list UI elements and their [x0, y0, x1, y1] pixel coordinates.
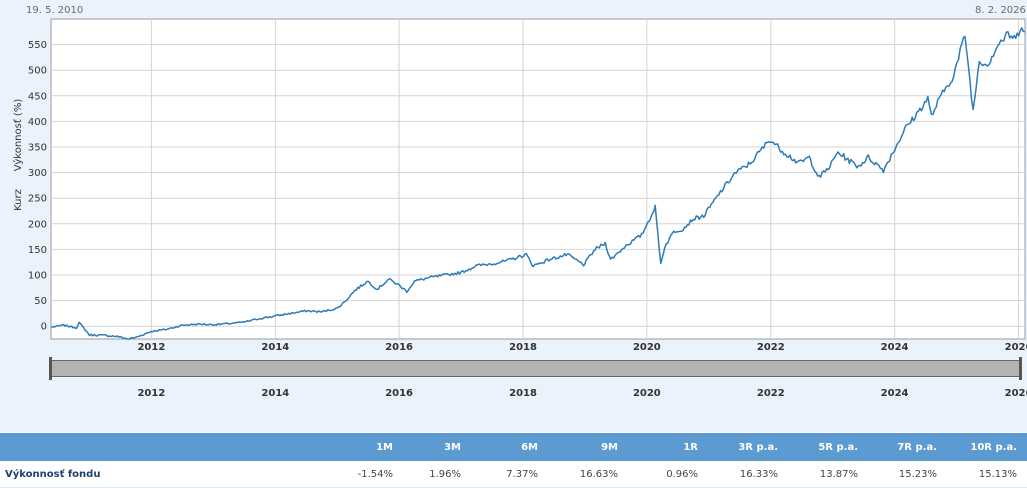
value-10r: 15.13%: [947, 461, 1027, 488]
y-tick-label: 300: [28, 168, 47, 179]
navigator-tick-label: 2026: [1005, 388, 1027, 399]
header-6m: 6M: [471, 433, 548, 461]
x-tick-label: 2026: [1005, 342, 1027, 353]
y-axis-title: Výkonnosť (%): [12, 99, 24, 172]
value-1m: -1.54%: [230, 461, 403, 488]
plot-area: [50, 18, 1026, 340]
y-tick-label: 550: [28, 40, 47, 51]
header-3r: 3R p.a.: [708, 433, 788, 461]
value-1r: 0.96%: [628, 461, 708, 488]
navigator-tick-label: 2024: [881, 388, 909, 399]
navigator-tick-label: 2020: [633, 388, 661, 399]
y-tick-label: 0: [41, 322, 47, 333]
y-tick-label: 450: [28, 91, 47, 102]
x-tick-label: 2016: [385, 342, 413, 353]
y-tick-label: 400: [28, 117, 47, 128]
y-tick-label: 150: [28, 245, 47, 256]
navigator-tick-label: 2016: [385, 388, 413, 399]
value-6m: 7.37%: [471, 461, 548, 488]
navigator-tick-label: 2014: [261, 388, 289, 399]
navigator-tick-label: 2022: [757, 388, 785, 399]
performance-header-row: 1M 3M 6M 9M 1R 3R p.a. 5R p.a. 7R p.a. 1…: [0, 433, 1027, 461]
range-navigator[interactable]: [51, 360, 1022, 377]
header-blank: [0, 433, 230, 461]
row-label: Výkonnosť fondu: [0, 461, 230, 488]
end-date-label: 8. 2. 2026: [975, 5, 1026, 16]
y-tick-label: 100: [28, 271, 47, 282]
y-tick-label: 250: [28, 194, 47, 205]
x-tick-label: 2022: [757, 342, 785, 353]
x-tick-label: 2020: [633, 342, 661, 353]
header-10r: 10R p.a.: [947, 433, 1027, 461]
header-1m: 1M: [230, 433, 403, 461]
navigator-tick-label: 2012: [137, 388, 165, 399]
performance-chart[interactable]: 0 50 100 150 200 250 300 350 400 450 500 550 2012 201…: [0, 0, 1027, 432]
value-7r: 15.23%: [868, 461, 947, 488]
navigator-right-handle[interactable]: [1019, 357, 1022, 380]
header-5r: 5R p.a.: [788, 433, 868, 461]
value-3r: 16.33%: [708, 461, 788, 488]
x-tick-label: 2014: [261, 342, 289, 353]
navigator-left-handle[interactable]: [49, 357, 52, 380]
header-7r: 7R p.a.: [868, 433, 947, 461]
header-1r: 1R: [628, 433, 708, 461]
y-tick-label: 200: [28, 219, 47, 230]
start-date-label: 19. 5. 2010: [26, 5, 84, 16]
header-9m: 9M: [548, 433, 628, 461]
performance-series-line: [50, 27, 1026, 340]
header-3m: 3M: [403, 433, 471, 461]
performance-table: 1M 3M 6M 9M 1R 3R p.a. 5R p.a. 7R p.a. 1…: [0, 433, 1027, 488]
navigator-tick-label: 2018: [509, 388, 537, 399]
x-tick-label: 2012: [137, 342, 165, 353]
x-tick-label: 2018: [509, 342, 537, 353]
performance-row: Výkonnosť fondu -1.54% 1.96% 7.37% 16.63…: [0, 461, 1027, 488]
x-tick-label: 2024: [881, 342, 909, 353]
y-axis-title-secondary: Kurz: [13, 189, 24, 211]
y-tick-label: 500: [28, 66, 47, 77]
y-tick-label: 50: [34, 296, 47, 307]
value-9m: 16.63%: [548, 461, 628, 488]
y-tick-label: 350: [28, 143, 47, 154]
